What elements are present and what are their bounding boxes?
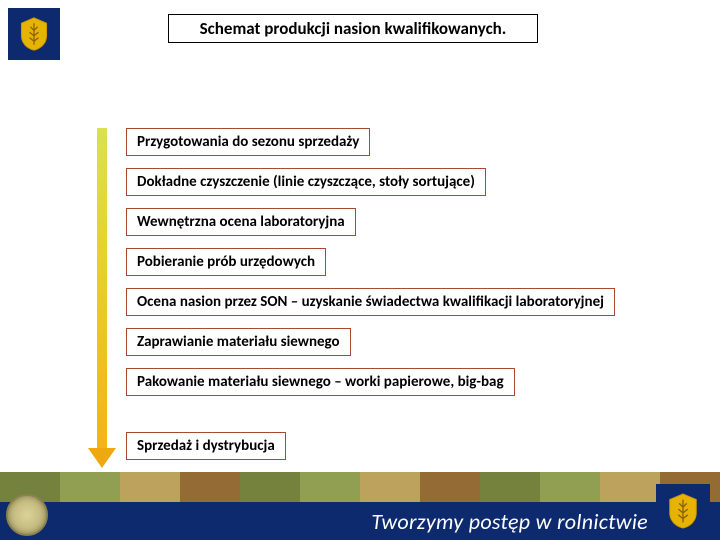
company-logo-footer xyxy=(656,484,710,538)
company-logo-top xyxy=(8,8,60,60)
footer: Tworzymy postęp w rolnictwie xyxy=(0,472,720,540)
wheat-shield-icon xyxy=(16,16,52,52)
step-box: Wewnętrzna ocena laboratoryjna xyxy=(126,208,356,236)
arrow-head-icon xyxy=(88,448,116,468)
footer-slogan: Tworzymy postęp w rolnictwie xyxy=(371,508,648,535)
step-box: Pobieranie prób urzędowych xyxy=(126,248,326,276)
final-step-box: Sprzedaż i dystrybucja xyxy=(126,432,286,460)
slide-title: Schemat produkcji nasion kwalifikowanych… xyxy=(168,14,538,43)
clock-badge-icon xyxy=(6,494,48,536)
steps-container: Przygotowania do sezonu sprzedaży Dokład… xyxy=(126,128,696,396)
wheat-shield-icon xyxy=(664,492,702,530)
step-box: Dokładne czyszczenie (linie czyszczące, … xyxy=(126,168,486,196)
step-box: Ocena nasion przez SON – uzyskanie świad… xyxy=(126,288,615,316)
arrow-shaft xyxy=(97,128,107,448)
step-box: Zaprawianie materiału siewnego xyxy=(126,328,351,356)
step-box: Przygotowania do sezonu sprzedaży xyxy=(126,128,370,156)
flow-arrow xyxy=(90,128,114,468)
step-box: Pakowanie materiału siewnego – worki pap… xyxy=(126,368,515,396)
footer-bar: Tworzymy postęp w rolnictwie xyxy=(0,502,720,540)
final-step-container: Sprzedaż i dystrybucja xyxy=(126,432,286,460)
